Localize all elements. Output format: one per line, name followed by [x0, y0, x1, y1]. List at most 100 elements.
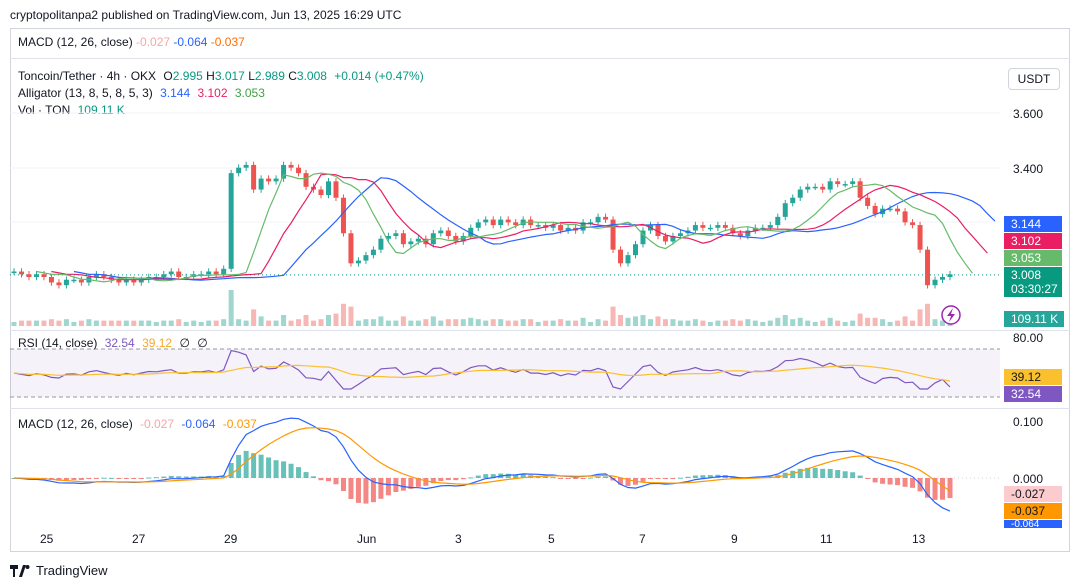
macd-hist-bar [543, 476, 549, 478]
macd-hist-bar [363, 478, 369, 504]
candle-body [707, 227, 713, 230]
volume-bar [176, 319, 182, 326]
volume-bar [430, 316, 436, 326]
candle-body [236, 167, 242, 174]
alligator-teeth: 3.102 [197, 86, 228, 100]
candle-body [692, 225, 698, 231]
volume-bar [251, 309, 257, 326]
candle-body [535, 225, 541, 227]
candle-body [625, 255, 631, 264]
volume-bar [887, 322, 893, 326]
macd-hist-bar [588, 477, 594, 479]
macd-hist-bar [273, 460, 279, 478]
macd-hist-bar [78, 478, 84, 480]
volume-bar [93, 320, 99, 326]
macd-top-hist: -0.027 [136, 35, 171, 49]
candle-body [917, 225, 923, 250]
macd-legend: MACD (12, 26, close) -0.027 -0.064 -0.03… [18, 417, 261, 431]
macd-label[interactable]: MACD (12, 26, close) [18, 417, 133, 431]
candle-body [805, 186, 811, 190]
rsi-legend: RSI (14, close) 32.54 39.12 ∅ ∅ [18, 336, 212, 350]
macd-hist-bar [565, 478, 571, 479]
candle-body [123, 279, 129, 283]
volume-bar [797, 317, 803, 326]
macd-hist-bar [827, 468, 833, 478]
volume-bar [677, 320, 683, 326]
teeth-badge: 3.102 [1004, 233, 1062, 249]
candle-body [902, 211, 908, 223]
macd-line [13, 417, 951, 512]
macd-hist-bar [925, 478, 931, 498]
candle-body [438, 230, 444, 234]
volume-bar [153, 322, 159, 326]
macd-hist-bar [940, 478, 946, 500]
candle-body [565, 227, 571, 231]
rsi-value: 32.54 [104, 336, 135, 350]
x-tick: 11 [820, 532, 833, 546]
macd-hist-bar [355, 478, 361, 503]
volume-bar [168, 320, 174, 326]
macd-hist-bar [423, 478, 429, 486]
volume-bar [408, 320, 414, 326]
symbol-name[interactable]: Toncoin/Tether · 4h · OKX [18, 69, 157, 83]
macd-hist-bar [131, 478, 137, 479]
volume-bar [116, 320, 122, 326]
volume-bar [101, 320, 107, 326]
macd-hist-bar [123, 478, 129, 479]
currency-button[interactable]: USDT [1008, 68, 1060, 90]
macd-hist-bar [558, 478, 564, 479]
macd-top-macd: -0.064 [173, 35, 208, 49]
volume-bar [123, 320, 129, 326]
macd-axis-zero: 0.000 [1013, 472, 1044, 486]
volume-bar [573, 320, 579, 326]
candle-body [947, 274, 953, 277]
rsi-line [13, 349, 951, 390]
macd-hist-bar [790, 470, 796, 478]
macd-hist-bar [475, 475, 481, 478]
candle-body [595, 216, 601, 223]
macd-hist-bar [430, 478, 436, 484]
candle-body [498, 219, 504, 226]
candle-body [513, 222, 519, 226]
volume-bar [543, 320, 549, 326]
volume-bar [71, 322, 77, 326]
macd-hist-bar [221, 475, 227, 478]
macd-hist-bar [460, 478, 466, 480]
candle-body [348, 233, 354, 264]
candle-body [872, 205, 878, 215]
volume-bar [812, 322, 818, 326]
candle-body [782, 203, 788, 217]
volume-bar [483, 320, 489, 326]
candle-body [266, 178, 272, 182]
symbol-legend: Toncoin/Tether · 4h · OKX O2.995 H3.017 … [18, 69, 428, 83]
rsi-label[interactable]: RSI (14, close) [18, 336, 98, 350]
volume-bar [400, 316, 406, 326]
candle-body [243, 164, 249, 168]
x-tick: 27 [132, 532, 146, 546]
volume-bar [281, 315, 287, 326]
chart-panel[interactable] [10, 28, 1070, 552]
candle-body [895, 208, 901, 212]
macd-hist-bar [700, 475, 706, 478]
open-label: O [163, 69, 173, 83]
candle-body [820, 186, 826, 190]
candle-body [752, 227, 758, 231]
macd-hist-bar [303, 472, 309, 478]
macd-hist-bar [138, 478, 144, 479]
macd-signal-value: -0.037 [222, 417, 257, 431]
footer-brand[interactable]: TradingView [10, 563, 108, 578]
open-value: 2.995 [172, 69, 203, 83]
price-tick: 3.600 [1013, 107, 1044, 121]
macd-top-label: MACD (12, 26, close) [18, 35, 133, 49]
macd-hist-bar [146, 477, 152, 479]
candle-body [325, 181, 331, 195]
volume-bar [340, 303, 346, 326]
macd-hist-bar [176, 476, 182, 478]
volume-bar [348, 306, 354, 326]
volume-bar [108, 320, 114, 326]
x-tick: 9 [731, 532, 738, 546]
alligator-label[interactable]: Alligator (13, 8, 5, 8, 5, 3) [18, 86, 153, 100]
candle-body [670, 236, 676, 242]
volume-bar [221, 319, 227, 326]
